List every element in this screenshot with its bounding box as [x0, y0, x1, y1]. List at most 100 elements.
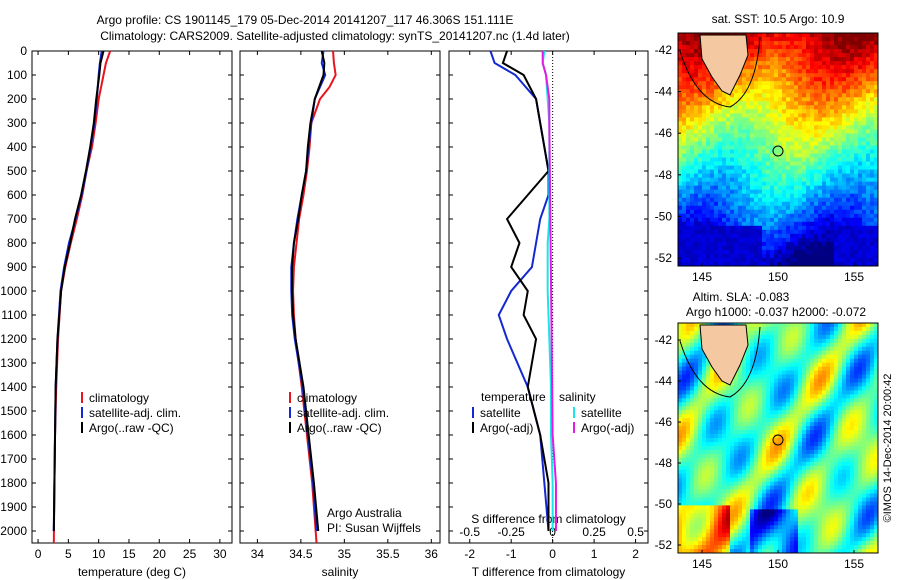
sst-map-cell — [802, 237, 807, 243]
sla-map-cell — [826, 390, 831, 395]
sla-map-cell — [826, 366, 831, 371]
sla-map-cell — [766, 445, 771, 451]
sst-map-cell — [858, 257, 863, 263]
sst-map-cell — [726, 165, 731, 170]
sst-map-cell — [874, 181, 879, 187]
sst-map-cell — [762, 81, 767, 86]
sst-map-cell — [718, 121, 723, 126]
sla-map-cell — [854, 354, 859, 360]
sst-map-cell — [702, 233, 707, 239]
sla-map-cell — [678, 414, 683, 419]
sla-map-cell — [806, 453, 811, 459]
sst-map-cell — [850, 125, 855, 130]
sla-map-cell — [750, 410, 755, 415]
sst-map-cell — [694, 49, 699, 54]
sst-map-cell — [734, 193, 739, 199]
sla-map-cell — [838, 402, 843, 407]
sla-map-cell — [750, 330, 755, 336]
sst-map-cell — [806, 257, 811, 263]
sla-map-cell — [862, 366, 867, 371]
sst-map-cell — [846, 149, 851, 154]
sla-map-cell — [874, 386, 879, 391]
sst-map-cell — [686, 209, 691, 215]
sla-map-cell — [766, 430, 771, 435]
sla-map-cell — [682, 362, 687, 368]
sla-map-cell — [710, 394, 715, 399]
sst-map-cell — [758, 153, 763, 158]
sst-map-cell — [790, 41, 795, 46]
sla-map-cell — [774, 453, 779, 459]
sla-map-cell — [754, 374, 759, 379]
sst-map-cell — [742, 129, 747, 134]
sst-map-cell — [818, 173, 823, 179]
sla-map-cell — [682, 386, 687, 391]
sst-map-cell — [838, 93, 843, 98]
sst-map-cell — [750, 237, 755, 243]
sst-map-cell — [774, 237, 779, 243]
sst-map-cell — [710, 169, 715, 175]
sst-map-cell — [830, 225, 835, 231]
sst-map-cell — [686, 213, 691, 219]
sst-map-cell — [846, 157, 851, 162]
sst-map-cell — [802, 253, 807, 259]
sla-map-cell — [858, 441, 863, 447]
sla-map-cell — [866, 449, 871, 455]
sla-map-cell — [690, 378, 695, 383]
sla-map-cell — [818, 323, 823, 328]
sla-map-cell — [830, 422, 835, 427]
sla-map-cell — [782, 346, 787, 352]
sst-map-cell — [862, 189, 867, 195]
sst-map-cell — [778, 57, 783, 62]
sst-map-cell — [754, 213, 759, 219]
sst-map-cell — [782, 173, 787, 179]
sla-map-cell — [706, 390, 711, 395]
sla-map-cell — [702, 434, 707, 439]
sla-map-cell — [758, 465, 763, 471]
sst-map-cell — [726, 233, 731, 239]
sla-map-cell — [822, 414, 827, 419]
sla-map-cell — [702, 441, 707, 447]
sst-map-cell — [782, 197, 787, 203]
sst-map-cell — [742, 125, 747, 130]
sst-map-cell — [814, 125, 819, 130]
sst-map-cell — [858, 125, 863, 130]
sst-map-cell — [766, 73, 771, 78]
sst-map-cell — [762, 133, 767, 138]
sst-map-cell — [858, 217, 863, 223]
sst-map-cell — [806, 205, 811, 211]
sst-map-cell — [710, 149, 715, 154]
sst-map-cell — [846, 261, 851, 267]
sla-map-cell — [750, 414, 755, 419]
sst-map-cell — [822, 173, 827, 179]
depth-tick-label: 900 — [7, 260, 27, 274]
sla-map-cell — [730, 382, 735, 387]
sst-map-cell — [742, 121, 747, 126]
sst-map-cell — [798, 261, 803, 267]
sst-map-cell — [778, 125, 783, 130]
sla-map-cell — [718, 382, 723, 387]
sla-map-cell — [858, 366, 863, 371]
sst-map-cell — [806, 245, 811, 251]
sla-map-cell — [786, 461, 791, 467]
sst-map-cell — [866, 185, 871, 191]
sla-map-cell — [802, 410, 807, 415]
sst-map-cell — [774, 217, 779, 223]
sla-map-cell — [734, 402, 739, 407]
sst-map-cell — [830, 161, 835, 166]
sst-map-cell — [854, 105, 859, 110]
sst-map-cell — [770, 253, 775, 259]
sla-map-cell — [682, 342, 687, 348]
sst-map-cell — [702, 109, 707, 114]
sla-map-cell — [822, 453, 827, 459]
sst-map-cell — [782, 249, 787, 255]
sst-map-cell — [770, 185, 775, 191]
sst-map-cell — [806, 81, 811, 86]
sst-map-cell — [782, 121, 787, 126]
sla-map-cell — [686, 461, 691, 467]
sla-map-cell — [770, 406, 775, 411]
sst-map-cell — [810, 209, 815, 215]
sla-map-cell — [782, 418, 787, 423]
sst-map-cell — [866, 69, 871, 74]
sla-map-cell — [810, 370, 815, 375]
sst-map-cell — [762, 237, 767, 243]
